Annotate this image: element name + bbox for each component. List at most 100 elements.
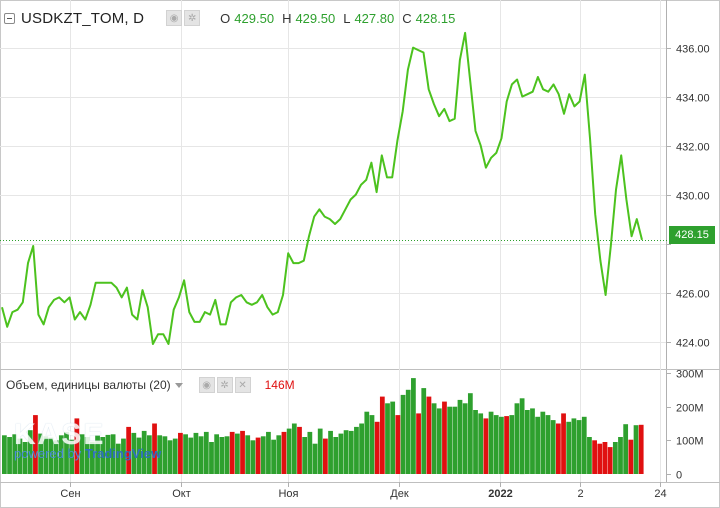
volume-bar bbox=[240, 430, 245, 474]
volume-bars bbox=[2, 378, 644, 475]
volume-bar bbox=[374, 421, 380, 474]
volume-bar bbox=[519, 398, 525, 475]
volume-bar bbox=[633, 425, 639, 474]
volume-bar bbox=[504, 416, 509, 474]
volume-bar bbox=[411, 378, 416, 474]
volume-bar bbox=[323, 438, 328, 474]
volume-bar bbox=[400, 394, 406, 474]
main-legend: USDKZT_TOM, D ◉ ✲ O 429.50 H 429.50 L 427.8… bbox=[4, 8, 455, 28]
time-tick-label: Сен bbox=[60, 488, 80, 500]
volume-bar bbox=[229, 431, 235, 474]
volume-bar bbox=[110, 434, 116, 474]
open-key: O bbox=[220, 10, 231, 26]
volume-bar bbox=[348, 430, 354, 474]
volume-value: 146M bbox=[264, 378, 295, 392]
volume-bar bbox=[343, 430, 349, 474]
volume-bar bbox=[188, 437, 194, 474]
volume-legend: Объем, единицы валюты (20) ◉ ✲ ✕ 146M bbox=[6, 377, 295, 393]
volume-bar bbox=[431, 403, 437, 474]
volume-bar bbox=[126, 426, 132, 474]
volume-bar bbox=[390, 401, 396, 474]
collapse-icon[interactable] bbox=[4, 12, 15, 24]
volume-bar bbox=[17, 438, 23, 474]
volume-bar bbox=[100, 437, 106, 474]
volume-bar bbox=[328, 430, 333, 474]
volume-bar bbox=[33, 415, 38, 474]
watermark: KASE powered by TradingView bbox=[14, 418, 161, 461]
volume-bar bbox=[105, 434, 111, 474]
gear-icon[interactable]: ✲ bbox=[216, 377, 233, 393]
volume-bar bbox=[416, 413, 421, 474]
volume-bar bbox=[509, 415, 515, 474]
volume-bar bbox=[167, 440, 173, 474]
volume-bar bbox=[27, 430, 33, 474]
volume-bar bbox=[43, 436, 49, 474]
kase-logo: KASE bbox=[14, 418, 106, 451]
volume-bar bbox=[69, 439, 75, 474]
volume-bar bbox=[214, 434, 220, 474]
gear-icon[interactable]: ✲ bbox=[184, 10, 201, 26]
time-tick-label: 2 bbox=[577, 488, 583, 500]
volume-bar bbox=[483, 418, 489, 474]
volume-bar bbox=[442, 401, 447, 474]
volume-bar bbox=[90, 441, 95, 474]
volume-bar bbox=[58, 435, 64, 474]
volume-bar bbox=[467, 393, 473, 474]
volume-bar bbox=[12, 434, 18, 474]
volume-bar bbox=[333, 437, 339, 474]
close-icon[interactable]: ✕ bbox=[234, 377, 251, 393]
volume-bar bbox=[514, 403, 520, 474]
low-value: 427.80 bbox=[354, 10, 395, 26]
volume-bar bbox=[540, 411, 546, 474]
symbol-label[interactable]: USDKZT_TOM, D bbox=[21, 9, 145, 27]
volume-bar bbox=[571, 418, 577, 474]
volume-bar bbox=[286, 428, 292, 474]
volume-bar bbox=[157, 435, 163, 474]
volume-bar bbox=[276, 435, 282, 474]
chevron-down-icon[interactable] bbox=[174, 382, 183, 388]
low-key: L bbox=[343, 10, 351, 26]
high-key: H bbox=[282, 10, 292, 26]
volume-label[interactable]: Объем, единицы валюты (20) bbox=[6, 378, 171, 392]
volume-tick-label: 100M bbox=[676, 436, 704, 448]
volume-bar bbox=[209, 442, 214, 474]
volume-bar bbox=[447, 406, 453, 474]
volume-bar bbox=[84, 437, 90, 474]
volume-bar bbox=[473, 410, 478, 474]
volume-bar bbox=[607, 447, 613, 474]
volume-bar bbox=[121, 438, 126, 474]
volume-bar bbox=[499, 416, 504, 474]
volume-bar bbox=[307, 431, 313, 474]
volume-bar bbox=[338, 433, 344, 474]
volume-bar bbox=[271, 439, 276, 474]
volume-bar bbox=[178, 432, 183, 474]
volume-bar bbox=[379, 396, 385, 474]
volume-bar bbox=[219, 437, 225, 474]
volume-bar bbox=[369, 415, 375, 474]
volume-bar bbox=[354, 426, 359, 474]
volume-bar bbox=[317, 428, 323, 474]
eye-icon[interactable]: ◉ bbox=[166, 10, 183, 26]
close-value: 428.15 bbox=[415, 10, 456, 26]
volume-bar bbox=[426, 396, 432, 474]
high-value: 429.50 bbox=[295, 10, 336, 26]
volume-bar bbox=[592, 440, 597, 474]
price-tick-label: 424.00 bbox=[676, 338, 710, 350]
volume-bar bbox=[452, 406, 458, 474]
volume-bar bbox=[38, 433, 43, 474]
volume-bar bbox=[53, 440, 59, 474]
volume-bar bbox=[162, 436, 168, 474]
volume-bar bbox=[623, 424, 629, 474]
eye-icon[interactable]: ◉ bbox=[198, 377, 215, 393]
time-tick-label: 2022 bbox=[488, 488, 512, 500]
volume-bar bbox=[524, 410, 530, 474]
volume-bar bbox=[535, 416, 541, 474]
volume-bar bbox=[74, 418, 80, 474]
volume-bar bbox=[587, 437, 592, 474]
volume-bar bbox=[612, 442, 618, 474]
time-tick-label: Дек bbox=[390, 488, 409, 500]
volume-bar bbox=[555, 423, 561, 474]
volume-bar bbox=[146, 435, 152, 474]
